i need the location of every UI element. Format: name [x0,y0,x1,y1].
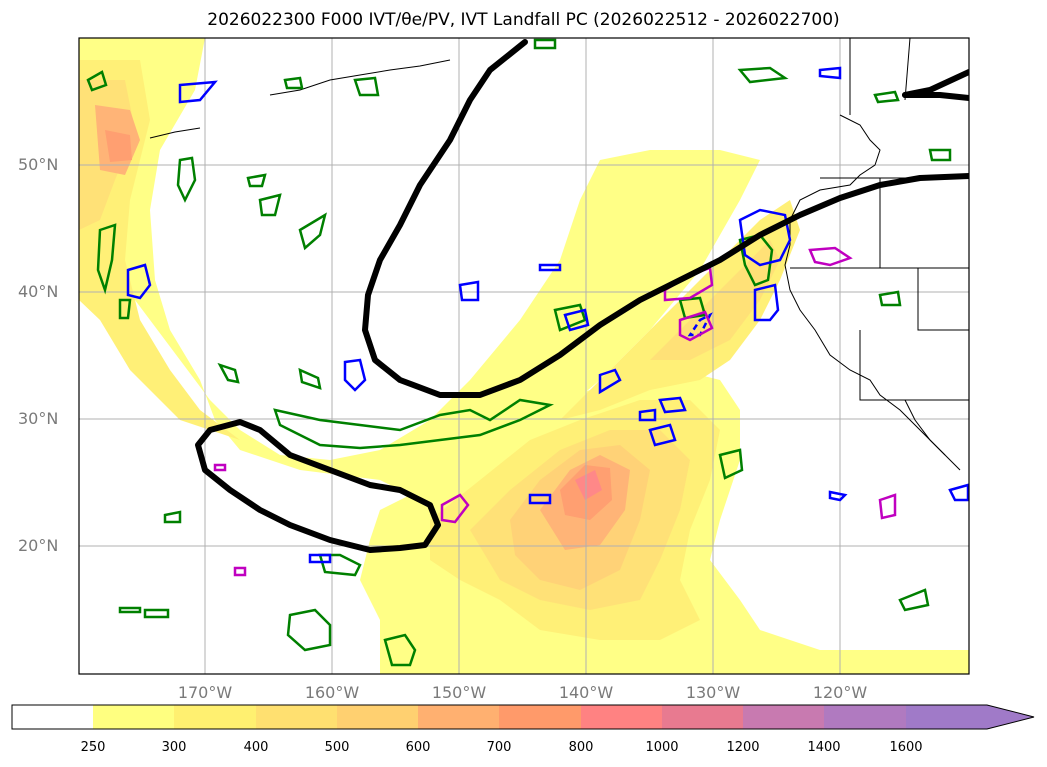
lat-label-40n: 40°N [18,282,59,301]
colorbar-tick: 300 [161,740,187,755]
lon-label-150w: 150°W [431,683,487,702]
map-content [79,38,969,674]
lon-label-140w: 140°W [558,683,614,702]
ivt-landfall-contour [195,39,969,553]
coastlines [149,38,969,471]
colorbar-tick: 1600 [889,740,923,755]
colorbar-tick: 800 [568,740,594,755]
lon-label-160w: 160°W [304,683,360,702]
colorbar-tick: 400 [243,740,269,755]
map-title: 2026022300 F000 IVT/θe/PV, IVT Landfall … [207,10,840,30]
lon-label-120w: 120°W [812,683,868,702]
colorbar-tick: 600 [405,740,431,755]
lat-label-50n: 50°N [18,155,59,174]
colorbar-tick: 1400 [807,740,841,755]
graticule [79,38,969,674]
pv-blue-contours [126,66,969,564]
colorbar [11,704,1035,730]
theta-e-contours [86,38,952,667]
lon-label-130w: 130°W [685,683,741,702]
lon-label-170w: 170°W [177,683,233,702]
lat-label-20n: 20°N [18,536,59,555]
map-frame [78,37,970,675]
lat-label-30n: 30°N [18,409,59,428]
colorbar-tick: 250 [80,740,106,755]
colorbar-tick: 500 [324,740,350,755]
colorbar-tick: 700 [486,740,512,755]
colorbar-tick: 1000 [645,740,679,755]
colorbar-tick: 1200 [726,740,760,755]
